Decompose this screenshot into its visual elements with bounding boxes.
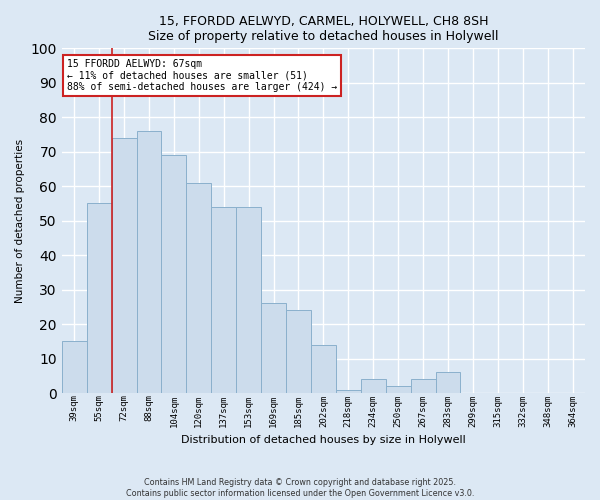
Y-axis label: Number of detached properties: Number of detached properties xyxy=(15,138,25,302)
Title: 15, FFORDD AELWYD, CARMEL, HOLYWELL, CH8 8SH
Size of property relative to detach: 15, FFORDD AELWYD, CARMEL, HOLYWELL, CH8… xyxy=(148,15,499,43)
Bar xyxy=(137,131,161,393)
X-axis label: Distribution of detached houses by size in Holywell: Distribution of detached houses by size … xyxy=(181,435,466,445)
Text: Contains HM Land Registry data © Crown copyright and database right 2025.
Contai: Contains HM Land Registry data © Crown c… xyxy=(126,478,474,498)
Bar xyxy=(410,379,436,393)
Bar xyxy=(261,304,286,393)
Bar xyxy=(286,310,311,393)
Bar xyxy=(87,204,112,393)
Bar xyxy=(112,138,137,393)
Text: 15 FFORDD AELWYD: 67sqm
← 11% of detached houses are smaller (51)
88% of semi-de: 15 FFORDD AELWYD: 67sqm ← 11% of detache… xyxy=(67,58,337,92)
Bar xyxy=(436,372,460,393)
Bar xyxy=(161,155,187,393)
Bar xyxy=(311,345,336,393)
Bar xyxy=(211,207,236,393)
Bar xyxy=(236,207,261,393)
Bar xyxy=(386,386,410,393)
Bar xyxy=(361,379,386,393)
Bar xyxy=(62,342,87,393)
Bar xyxy=(336,390,361,393)
Bar xyxy=(187,183,211,393)
